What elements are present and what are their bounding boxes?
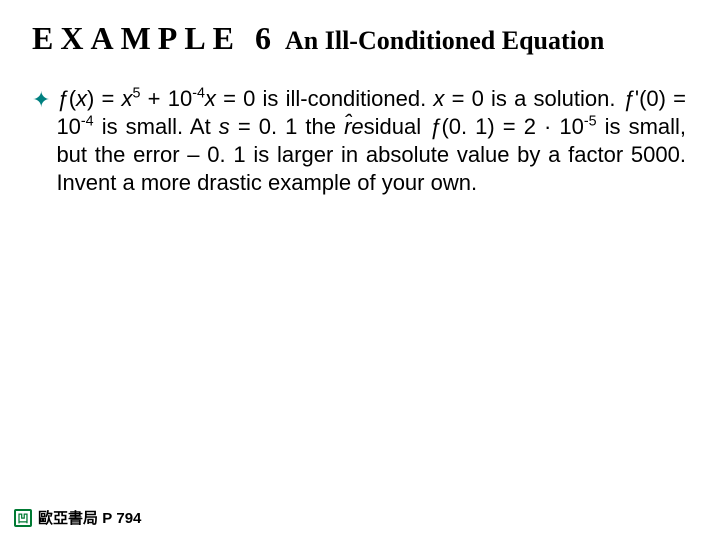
body-block: ✦ ƒ(x) = x5 + 10-4x = 0 is ill-condition… [32,85,690,197]
footer: 凹 歐亞書局 P 794 [14,507,141,528]
body-text: ƒ(x) = x5 + 10-4x = 0 is ill-conditioned… [56,85,690,197]
example-label: EXAMPLE [32,20,241,57]
footer-text: 歐亞書局 P 794 [38,507,141,528]
publisher-logo-icon: 凹 [14,509,32,527]
publisher-name: 歐亞書局 [38,510,98,527]
example-number: 6 [255,20,271,57]
bullet-icon: ✦ [32,86,50,114]
title-line: EXAMPLE 6 An Ill-Conditioned Equation [30,20,690,57]
example-title: An Ill-Conditioned Equation [285,26,604,56]
page-number: 794 [116,510,141,527]
page-label: P [102,510,112,527]
slide-page: EXAMPLE 6 An Ill-Conditioned Equation ✦ … [0,0,720,540]
